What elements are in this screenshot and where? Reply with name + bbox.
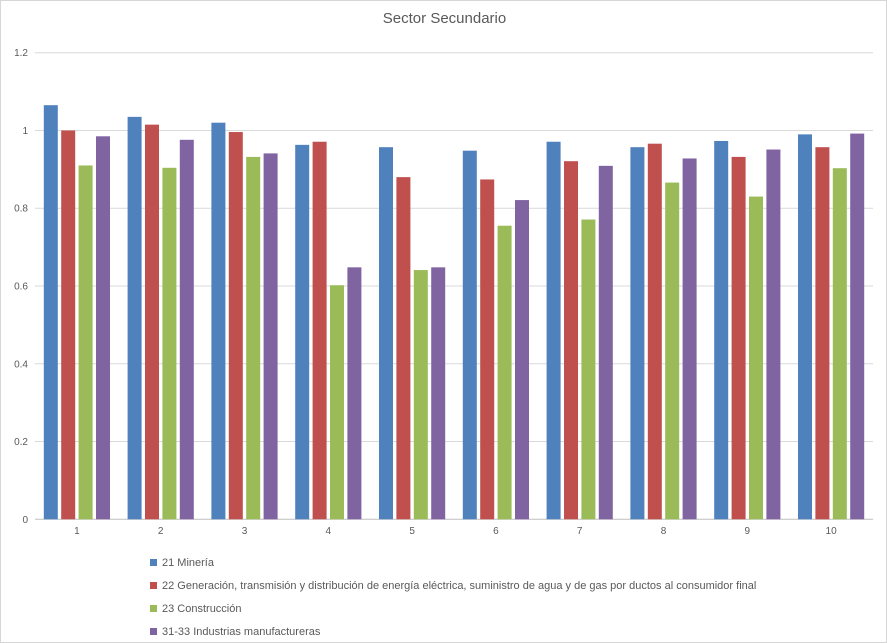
x-tick-label: 3 <box>242 526 248 537</box>
legend-item-construccion: 23 Construcción <box>150 597 756 620</box>
legend-label-series-3: 23 Construcción <box>162 602 242 615</box>
bar-series-4-cat-3 <box>263 153 278 520</box>
bar-series-3-cat-6 <box>497 225 512 520</box>
x-tick-label: 9 <box>745 526 751 537</box>
legend-label-series-1: 21 Minería <box>162 556 214 569</box>
bar-series-1-cat-2 <box>127 116 142 520</box>
bar-series-3-cat-8 <box>665 182 680 520</box>
y-tick-label: 0.8 <box>14 204 28 215</box>
x-tick-label: 10 <box>826 526 838 537</box>
bar-series-3-cat-5 <box>413 270 428 520</box>
bar-series-4-cat-7 <box>598 165 613 520</box>
bar-series-4-cat-2 <box>179 139 194 520</box>
bar-series-2-cat-3 <box>228 132 243 520</box>
bar-series-4-cat-6 <box>515 200 529 520</box>
legend-label-series-2: 22 Generación, transmisión y distribució… <box>162 579 757 592</box>
legend-swatch-series-2 <box>150 582 157 589</box>
bar-series-1-cat-3 <box>211 122 226 520</box>
bar-series-1-cat-1 <box>43 105 58 520</box>
x-tick-label: 1 <box>74 526 80 537</box>
bar-series-2-cat-5 <box>396 177 411 520</box>
legend-item-manufactureras: 31-33 Industrias manufactureras <box>150 620 756 642</box>
y-tick-label: 0.6 <box>14 282 28 293</box>
legend-label-series-4: 31-33 Industrias manufactureras <box>162 625 321 638</box>
bar-series-3-cat-3 <box>246 156 261 520</box>
y-tick-label: 1 <box>22 126 28 137</box>
legend-swatch-series-1 <box>150 559 157 566</box>
y-tick-label: 0.2 <box>14 437 28 448</box>
bar-series-4-cat-10 <box>850 133 865 520</box>
bar-series-4-cat-8 <box>682 158 697 520</box>
bar-series-4-cat-5 <box>431 267 446 520</box>
bar-series-4-cat-1 <box>96 136 110 520</box>
y-tick-label: 1.2 <box>14 48 28 59</box>
bar-series-1-cat-9 <box>714 140 729 520</box>
bar-series-3-cat-10 <box>832 168 847 520</box>
bar-series-2-cat-9 <box>731 156 746 520</box>
bar-series-2-cat-7 <box>564 161 578 520</box>
x-tick-label: 2 <box>158 526 164 537</box>
bar-series-1-cat-10 <box>798 134 812 520</box>
bar-series-3-cat-7 <box>581 219 596 520</box>
bar-series-2-cat-1 <box>61 130 76 520</box>
bar-series-2-cat-4 <box>312 141 327 520</box>
y-tick-label: 0 <box>22 515 28 526</box>
chart-legend: 21 Minería 22 Generación, transmisión y … <box>150 551 756 642</box>
bar-series-2-cat-2 <box>145 124 159 520</box>
x-tick-label: 8 <box>661 526 667 537</box>
bar-series-2-cat-8 <box>647 143 662 520</box>
bar-series-3-cat-4 <box>330 285 344 520</box>
x-tick-label: 6 <box>493 526 499 537</box>
x-tick-label: 5 <box>409 526 415 537</box>
bar-series-1-cat-4 <box>295 144 310 520</box>
legend-swatch-series-3 <box>150 605 157 612</box>
bar-series-1-cat-5 <box>379 147 393 520</box>
bar-series-3-cat-9 <box>749 196 763 520</box>
chart-title: Sector Secundario <box>382 10 507 27</box>
bar-series-4-cat-4 <box>347 267 362 520</box>
bar-series-4-cat-9 <box>766 149 781 520</box>
bar-series-1-cat-7 <box>546 141 561 520</box>
bar-series-2-cat-6 <box>480 179 495 520</box>
x-tick-label: 4 <box>326 526 332 537</box>
legend-item-generacion: 22 Generación, transmisión y distribució… <box>150 574 756 597</box>
legend-item-mineria: 21 Minería <box>150 551 756 574</box>
legend-swatch-series-4 <box>150 628 157 635</box>
bar-series-1-cat-6 <box>462 150 477 520</box>
bar-series-3-cat-2 <box>162 167 177 520</box>
y-tick-label: 0.4 <box>14 359 28 370</box>
x-tick-label: 7 <box>577 526 583 537</box>
bar-series-3-cat-1 <box>78 165 93 520</box>
bar-series-1-cat-8 <box>630 147 645 520</box>
bar-series-2-cat-10 <box>815 147 830 520</box>
